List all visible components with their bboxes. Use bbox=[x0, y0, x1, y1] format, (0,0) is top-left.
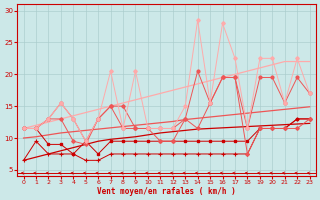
X-axis label: Vent moyen/en rafales ( km/h ): Vent moyen/en rafales ( km/h ) bbox=[97, 187, 236, 196]
